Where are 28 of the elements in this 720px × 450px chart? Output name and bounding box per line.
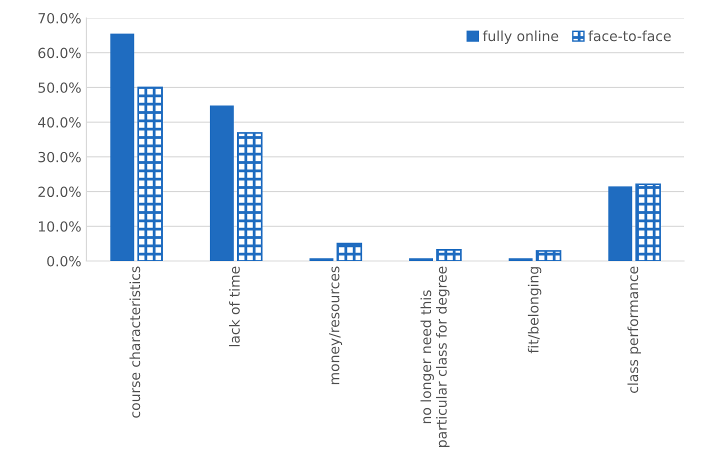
y-tick-label: 20.0% [38,186,81,198]
y-tick-label: 30.0% [38,152,81,162]
bar [336,242,362,261]
y-tick-label: 10.0% [38,221,81,232]
bar [409,258,434,261]
bar [436,249,462,261]
bar [210,105,234,261]
bar [635,183,661,261]
bar [536,250,562,261]
legend-label: face-to-face [588,30,671,42]
x-tick-label: class performance [627,266,641,393]
y-tick-label: 50.0% [38,82,81,93]
bar [110,34,134,261]
x-tick-label: fit/belonging [528,267,542,354]
y-tick-label: 70.0% [38,12,81,24]
y-tick-label: 60.0% [38,48,81,58]
x-tick-label: no longer need this particular class for degree [420,266,450,447]
bar [137,86,163,261]
bar [236,132,263,261]
y-tick-label: 0.0% [47,256,81,266]
y-tick-label: 40.0% [38,117,81,128]
x-tick-label: lack of time [229,266,240,346]
bar [608,186,632,261]
x-tick-label: money/resources [329,266,342,384]
x-tick-label: course characteristics [129,266,140,418]
legend-label: fully online [482,30,558,44]
bar [508,258,533,261]
bar [310,258,334,261]
